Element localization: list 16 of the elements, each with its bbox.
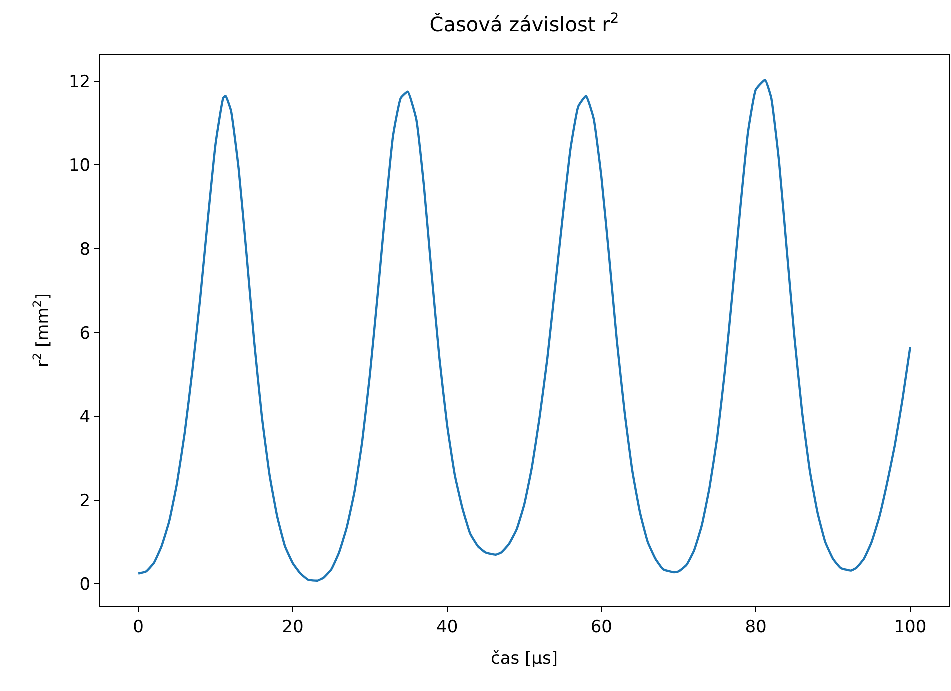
line-series: [137, 79, 912, 582]
x-tick-label: 0: [133, 617, 144, 638]
y-tick-label: 12: [68, 72, 91, 92]
y-tick-label: 10: [68, 156, 91, 176]
x-axis-title: čas [μs]: [491, 648, 558, 669]
x-tick-label: 80: [745, 617, 767, 638]
x-tick-label: 100: [894, 617, 927, 638]
y-tick-label: 4: [80, 408, 91, 428]
y-tick-label: 8: [80, 240, 91, 260]
chart-title: Časová závislost r$^{2}$: [430, 10, 620, 36]
y-tick-label: 6: [80, 324, 91, 344]
x-tick-label: 60: [590, 617, 612, 638]
x-tick-label: 40: [436, 617, 458, 638]
y-tick-label: 2: [80, 491, 91, 512]
y-tick-label: 0: [80, 575, 91, 596]
x-tick-label: 20: [282, 617, 304, 638]
